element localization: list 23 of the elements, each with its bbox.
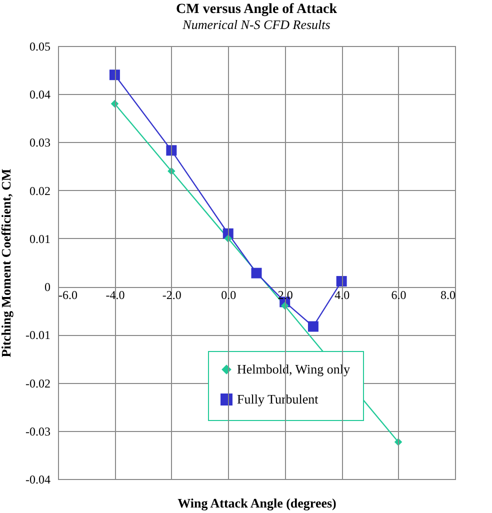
y-tick-label: 0.02 [30, 184, 50, 198]
x-tick-label: 8.0 [440, 288, 456, 302]
y-tick-label: 0.03 [30, 136, 50, 150]
y-axis-title: Pitching Moment Coefficient, CM [0, 168, 14, 358]
x-tick-label: 0.0 [221, 288, 236, 302]
x-axis-title: Wing Attack Angle (degrees) [178, 496, 336, 510]
y-tick-label: -0.03 [26, 424, 50, 438]
y-tick-label: 0 [44, 280, 50, 294]
y-tick-label: -0.04 [26, 472, 50, 486]
chart-title: CM versus Angle of Attack [176, 2, 338, 17]
x-tick-label: -4.0 [106, 288, 125, 302]
x-tick-label: 6.0 [391, 288, 406, 302]
x-tick-label: -6.0 [58, 288, 78, 302]
y-tick-label: 0.04 [30, 88, 50, 102]
y-tick-label: 0.01 [30, 232, 50, 246]
y-tick-label: -0.01 [26, 328, 50, 342]
x-tick-label: 4.0 [334, 288, 350, 302]
legend-label: Helmbold, Wing only [237, 362, 350, 376]
y-tick-label: -0.02 [26, 376, 50, 390]
legend-label: Fully Turbulent [237, 392, 319, 406]
x-tick-label: -2.0 [162, 288, 182, 302]
y-tick-label: 0.05 [30, 40, 50, 54]
chart-subtitle: Numerical N-S CFD Results [182, 17, 330, 32]
